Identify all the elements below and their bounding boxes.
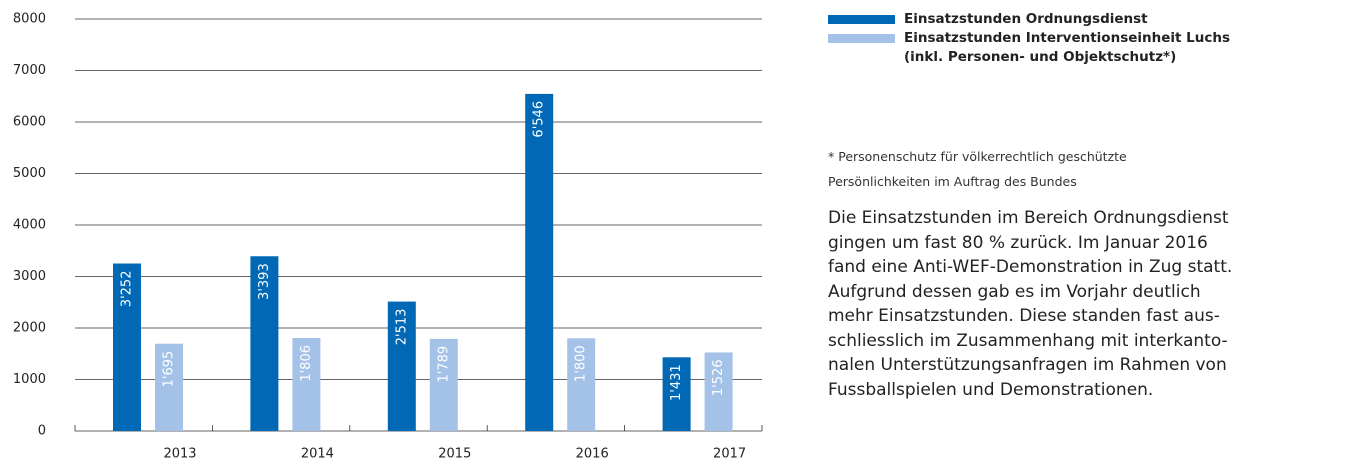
- legend-label: Einsatzstunden Ordnungsdienst: [904, 11, 1148, 27]
- paragraph-line: Aufgrund dessen gab es im Vorjahr deutli…: [828, 281, 1201, 302]
- value-label: 1'789: [436, 346, 451, 383]
- y-tick-label: 7000: [13, 63, 46, 78]
- chart: 0 1000 2000 3000 4000 5000 6000 7000 8000 2013 3'2…: [13, 12, 763, 462]
- note: * Personenschutz für völkerrechtlich ges…: [828, 144, 1127, 194]
- value-label: 1'526: [711, 359, 726, 396]
- y-tick-label: 2000: [13, 321, 46, 336]
- y-tick-label: 0: [38, 424, 46, 439]
- paragraph-line: schliesslich im Zusammenhang mit interka…: [828, 330, 1228, 351]
- bar: [429, 338, 458, 431]
- y-tick-label: 1000: [13, 372, 46, 387]
- bar: [387, 301, 416, 431]
- bar: [525, 93, 554, 432]
- paragraph: Die Einsatzstunden im Bereich Ordnungsdi…: [828, 206, 1232, 402]
- x-tick-label: 2015: [438, 447, 471, 462]
- legend-item: Einsatzstunden Ordnungsdienst: [828, 10, 1230, 29]
- value-label: 6'546: [532, 101, 547, 138]
- paragraph-line: Die Einsatzstunden im Bereich Ordnungsdi…: [828, 208, 1229, 228]
- paragraph-line: Fussballspielen und Demonstrationen.: [828, 379, 1154, 400]
- value-label: 1'695: [162, 351, 177, 388]
- y-tick-label: 3000: [13, 269, 46, 284]
- legend-swatch: [828, 15, 895, 24]
- value-label: 3'252: [120, 271, 135, 308]
- y-tick-label: 6000: [13, 115, 46, 130]
- bar: [567, 338, 596, 431]
- bar: [704, 352, 733, 431]
- legend: Einsatzstunden Ordnungsdienst Einsatzstun…: [828, 10, 1230, 67]
- paragraph-line: fand eine Anti-WEF-Demonstration in Zug …: [828, 257, 1233, 277]
- note-line: * Personenschutz für völkerrechtlich ges…: [828, 149, 1127, 164]
- bar: [155, 343, 183, 431]
- bar: [662, 357, 691, 431]
- paragraph-line: nalen Unterstützungsanfragen im Rahmen v…: [828, 355, 1227, 375]
- y-tick-label: 4000: [13, 218, 46, 233]
- value-label: 1'800: [574, 345, 589, 382]
- legend-swatch: [828, 34, 895, 43]
- x-tick-label: 2013: [163, 447, 196, 462]
- bar: [113, 263, 141, 431]
- value-label: 1'431: [669, 364, 684, 401]
- value-label: 1'806: [299, 345, 314, 382]
- note-line: Persönlichkeiten im Auftrag des Bundes: [828, 174, 1077, 189]
- paragraph-line: mehr Einsatzstunden. Diese standen fast …: [828, 306, 1220, 326]
- bar: [250, 256, 279, 431]
- y-tick-label: 8000: [13, 12, 46, 27]
- paragraph-line: gingen um fast 80 % zurück. Im Januar 20…: [828, 232, 1208, 253]
- legend-label: Einsatzstunden Interventionseinheit Luch…: [904, 30, 1231, 65]
- y-tick-label: 5000: [13, 166, 46, 181]
- x-tick-label: 2014: [301, 447, 334, 462]
- x-tick-label: 2016: [576, 447, 609, 462]
- value-label: 3'393: [257, 263, 272, 300]
- bar: [292, 337, 321, 431]
- x-tick-label: 2017: [713, 447, 746, 462]
- value-label: 2'513: [394, 309, 409, 346]
- legend-item: Einsatzstunden Interventionseinheit Luch…: [828, 29, 1230, 67]
